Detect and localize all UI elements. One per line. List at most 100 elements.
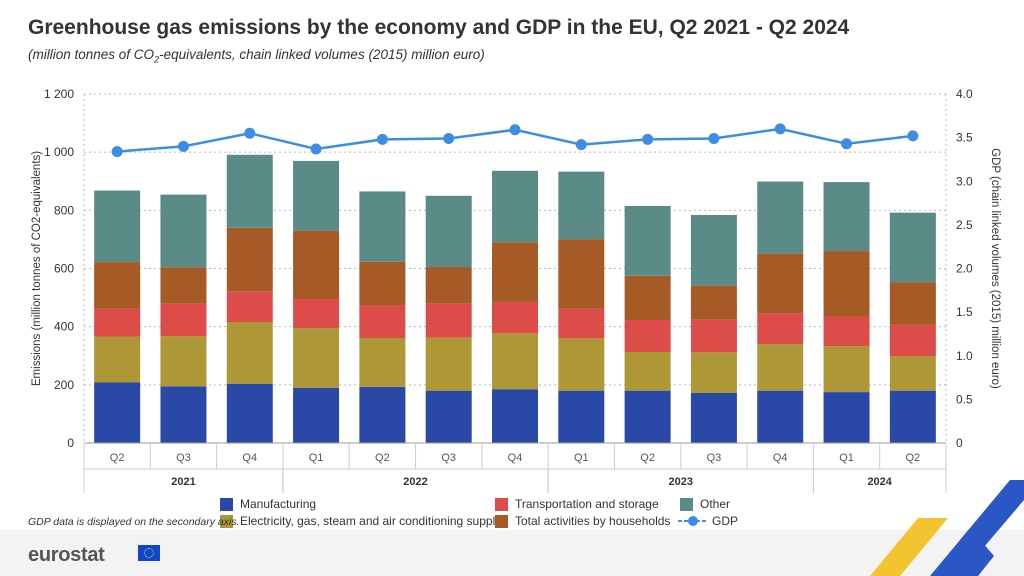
bar-transport (94, 308, 141, 337)
bar-households (558, 239, 605, 309)
bar-electricity (624, 351, 671, 391)
bar-manufacturing (889, 390, 936, 443)
legend-swatch (495, 498, 508, 511)
bar-households (690, 285, 737, 320)
bar-electricity (293, 328, 340, 388)
legend-swatch (495, 515, 508, 528)
gdp-point (310, 143, 322, 155)
bar-transport (624, 319, 671, 352)
y2-tick-label: 0.5 (956, 392, 973, 406)
gdp-point (907, 130, 919, 142)
bar-electricity (889, 356, 936, 391)
bar-manufacturing (226, 383, 273, 443)
bar-electricity (558, 338, 605, 391)
bar-other (889, 212, 936, 283)
x-tick-label: Q2 (906, 452, 921, 464)
gdp-point (774, 123, 786, 135)
bar-households (624, 275, 671, 320)
y-tick-label: 600 (54, 262, 74, 276)
bar-manufacturing (160, 386, 207, 443)
bar-transport (293, 299, 340, 329)
bar-electricity (690, 352, 737, 393)
y2-tick-label: 1.0 (956, 349, 973, 363)
bar-other (690, 214, 737, 286)
bar-other (425, 195, 472, 268)
bar-manufacturing (823, 392, 870, 443)
legend-label: GDP (712, 514, 739, 528)
gdp-point (177, 140, 189, 152)
bar-transport (558, 308, 605, 339)
bar-transport (889, 324, 936, 357)
bar-transport (492, 301, 538, 334)
bar-manufacturing (293, 387, 340, 443)
bar-electricity (226, 322, 273, 384)
legend-line-marker (678, 516, 708, 526)
bar-transport (226, 291, 273, 323)
x-tick-label: Q3 (176, 452, 191, 464)
bar-households (823, 251, 870, 317)
bar-transport (690, 319, 737, 353)
x-tick-label: Q2 (640, 452, 655, 464)
bar-electricity (94, 336, 141, 383)
y2-tick-label: 3.5 (956, 131, 973, 145)
gdp-point (575, 139, 587, 151)
bar-households (425, 267, 472, 304)
x-tick-label: Q3 (441, 452, 456, 464)
decorative-chevron-icon (870, 480, 1024, 576)
bar-other (359, 191, 406, 262)
footer-band (0, 530, 1024, 576)
legend-label: Manufacturing (240, 497, 317, 511)
bar-households (226, 227, 273, 292)
y-tick-label: 400 (54, 320, 74, 334)
bar-transport (823, 316, 870, 347)
bar-electricity (757, 344, 804, 391)
x-tick-label: Q4 (508, 452, 523, 464)
gdp-point (642, 133, 654, 145)
gdp-point (443, 132, 455, 144)
gdp-point (509, 124, 521, 136)
legend-swatch (680, 498, 693, 511)
bar-electricity (823, 346, 870, 393)
year-label: 2024 (867, 476, 892, 488)
bar-manufacturing (757, 390, 804, 443)
y-tick-label: 1 000 (44, 145, 74, 159)
bar-other (558, 171, 605, 240)
x-tick-label: Q4 (773, 452, 788, 464)
bar-other (293, 160, 340, 231)
emissions-gdp-chart: 0 200 400 600 800 1 000 1 200 0 0.5 1.0 1.5 2.0 2.5 3… (31, 87, 1001, 493)
bar-electricity (359, 338, 406, 387)
bar-other (492, 170, 538, 243)
y-tick-label: 1 200 (44, 87, 74, 101)
bar-manufacturing (425, 390, 472, 443)
bar-manufacturing (94, 382, 141, 443)
x-tick-label: Q2 (110, 452, 125, 464)
y2-tick-label: 2.5 (956, 218, 973, 232)
y2-tick-label: 4.0 (956, 87, 973, 101)
footnote: GDP data is displayed on the secondary a… (28, 516, 240, 528)
bar-other (624, 205, 671, 276)
bar-other (94, 190, 141, 263)
bar-electricity (492, 333, 538, 390)
y-tick-label: 800 (54, 203, 74, 217)
y-tick-label: 200 (54, 378, 74, 392)
bar-manufacturing (492, 389, 538, 443)
bar-transport (359, 305, 406, 339)
bar-other (226, 154, 273, 228)
bar-transport (757, 313, 804, 345)
legend-label: Total activities by households (515, 514, 671, 528)
gdp-point (111, 146, 123, 158)
bar-households (889, 282, 936, 325)
legend-swatch (220, 515, 233, 528)
chart-title: Greenhouse gas emissions by the economy … (28, 16, 850, 39)
bar-electricity (425, 337, 472, 391)
x-tick-label: Q3 (707, 452, 722, 464)
bar-transport (160, 303, 207, 337)
legend-label: Other (700, 497, 731, 511)
legend-swatch (220, 498, 233, 511)
bar-households (293, 230, 340, 300)
x-tick-label: Q2 (375, 452, 390, 464)
bar-households (160, 267, 207, 304)
x-tick-label: Q1 (574, 452, 589, 464)
bar-households (492, 242, 538, 302)
bar-other (757, 181, 804, 254)
